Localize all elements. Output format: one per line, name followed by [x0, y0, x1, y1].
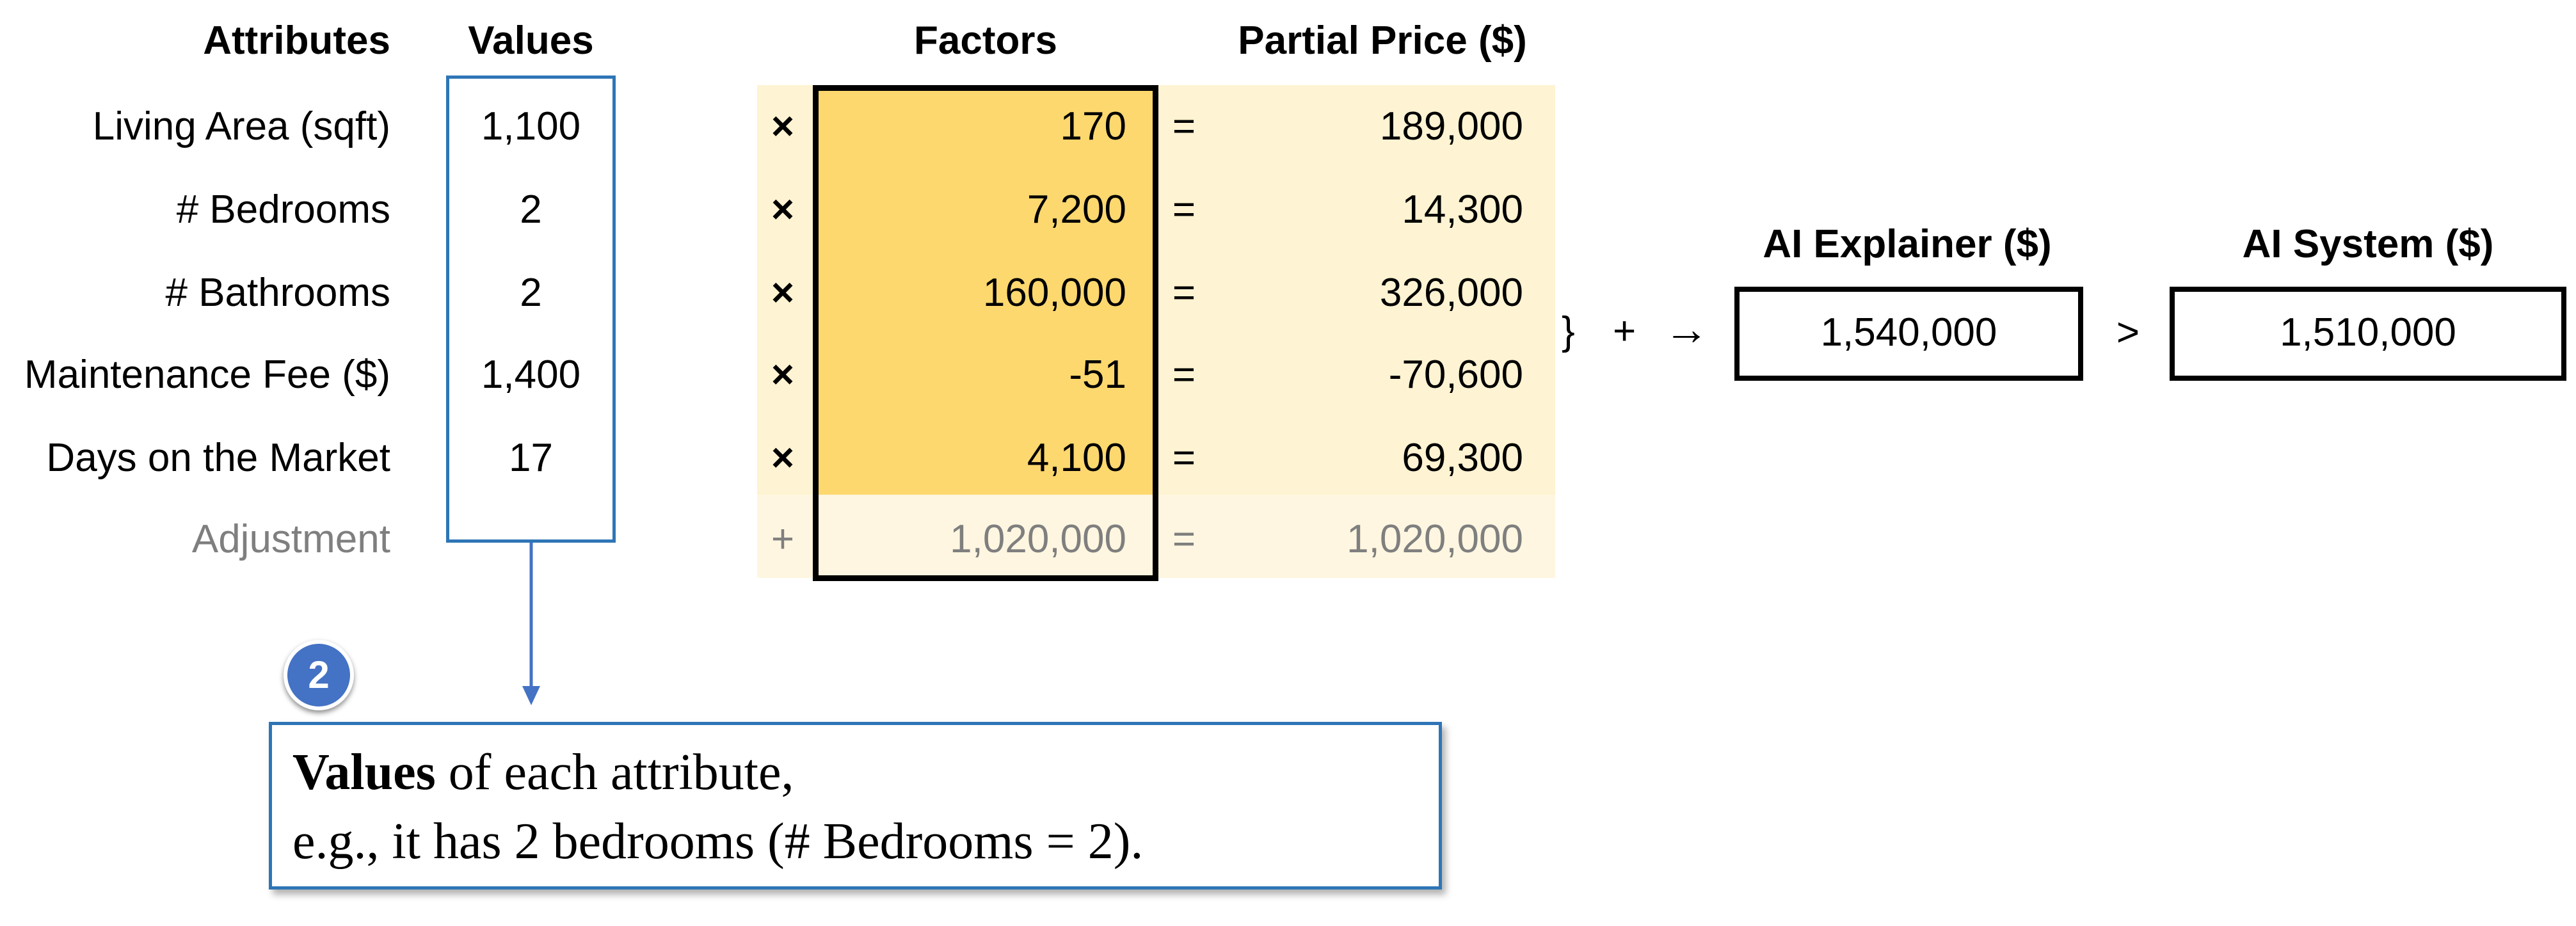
equals-sign: =	[1172, 353, 1196, 397]
connector-arrow	[522, 543, 540, 705]
partial-price-value: 189,000	[1379, 104, 1523, 148]
multiply-operator: ×	[771, 353, 795, 397]
attribute-label: Maintenance Fee ($)	[24, 353, 390, 397]
ai-explainer-header: AI Explainer ($)	[1763, 222, 2052, 266]
adjustment-label: Adjustment	[191, 517, 390, 561]
factor-value: 4,100	[1027, 436, 1126, 480]
equals-sign: =	[1172, 517, 1196, 561]
attribute-value: 2	[520, 188, 542, 232]
adjustment-partial-price: 1,020,000	[1347, 517, 1523, 561]
values-header: Values	[468, 19, 594, 63]
factor-value: 170	[1060, 104, 1126, 148]
factor-value: 7,200	[1027, 188, 1126, 232]
callout-line-1-text: of each attribute,	[435, 744, 794, 801]
ai-explainer-box	[1734, 287, 2083, 381]
callout-line-2: e.g., it has 2 bedrooms (# Bedrooms = 2)…	[292, 813, 1144, 870]
partial-price-value: 14,300	[1402, 188, 1523, 232]
plus-operator: +	[771, 517, 795, 561]
ai-system-box	[2170, 287, 2566, 381]
multiply-operator: ×	[771, 436, 795, 480]
partial-price-header: Partial Price ($)	[1238, 19, 1527, 63]
attribute-value: 17	[509, 436, 553, 480]
partial-price-value: 326,000	[1379, 271, 1523, 315]
multiply-operator: ×	[771, 188, 795, 232]
greater-than-symbol: >	[2116, 310, 2140, 355]
brace-symbol: }	[1562, 309, 1575, 353]
callout-box: Values of each attribute, e.g., it has 2…	[269, 722, 1442, 890]
attribute-label: # Bedrooms	[176, 188, 390, 232]
sum-plus: +	[1613, 309, 1636, 353]
ai-system-value: 1,510,000	[2280, 310, 2456, 355]
equals-sign: =	[1172, 436, 1196, 480]
attribute-value: 1,400	[481, 353, 581, 397]
step-badge: 2	[284, 640, 354, 710]
values-box	[446, 76, 616, 543]
partial-price-value: 69,300	[1402, 436, 1523, 480]
arrow-right-icon: →	[1664, 304, 1709, 354]
adjustment-factor: 1,020,000	[950, 517, 1126, 561]
callout-bold-term: Values	[292, 744, 436, 801]
equals-sign: =	[1172, 104, 1196, 148]
equals-sign: =	[1172, 271, 1196, 315]
ai-system-header: AI System ($)	[2242, 222, 2494, 266]
operator-column-fill	[757, 85, 813, 495]
multiply-operator: ×	[771, 104, 795, 148]
factor-value: 160,000	[982, 271, 1126, 315]
partial-price-column-fill	[1158, 85, 1555, 495]
callout-line-1: Values of each attribute,	[292, 738, 1439, 807]
attribute-label: # Bathrooms	[165, 271, 390, 315]
step-number: 2	[308, 653, 330, 696]
ai-explainer-value: 1,540,000	[1820, 310, 1997, 355]
attribute-label: Days on the Market	[46, 436, 390, 480]
attribute-value: 2	[520, 271, 542, 315]
attributes-header: Attributes	[203, 19, 390, 63]
factors-box	[813, 85, 1158, 581]
attribute-label: Living Area (sqft)	[92, 104, 390, 148]
attribute-value: 1,100	[481, 104, 581, 148]
factors-column-fill	[813, 85, 1158, 495]
equals-sign: =	[1172, 188, 1196, 232]
partial-price-value: -70,600	[1388, 353, 1523, 397]
multiply-operator: ×	[771, 271, 795, 315]
factors-header: Factors	[914, 19, 1057, 63]
factor-value: -51	[1069, 353, 1126, 397]
